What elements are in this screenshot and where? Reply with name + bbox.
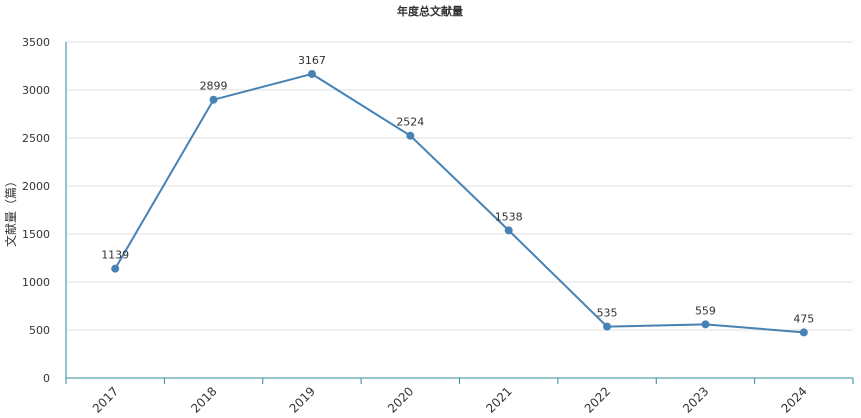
x-tick-label: 2021: [483, 384, 514, 415]
x-tick-label: 2024: [778, 384, 809, 415]
y-tick-label: 3000: [22, 84, 50, 97]
data-point[interactable]: [504, 226, 513, 235]
y-tick-label: 3500: [22, 36, 50, 49]
data-label: 559: [695, 304, 716, 317]
y-tick-label: 2500: [22, 132, 50, 145]
x-tick-label: 2017: [90, 384, 121, 415]
chart-title: 年度总文献量: [397, 4, 463, 18]
data-point[interactable]: [603, 322, 612, 331]
data-label: 2899: [200, 80, 228, 93]
data-point[interactable]: [406, 131, 415, 140]
data-point[interactable]: [111, 264, 120, 273]
data-label: 475: [793, 312, 814, 325]
x-tick-label: 2022: [582, 384, 613, 415]
data-label: 2524: [396, 116, 424, 129]
axes: [65, 42, 854, 384]
y-tick-label: 2000: [22, 180, 50, 193]
x-tick-label: 2023: [680, 384, 711, 415]
data-label: 535: [597, 307, 618, 320]
data-label: 1538: [495, 210, 523, 223]
grid-lines: [66, 41, 853, 331]
x-tick-labels: 2017 2018 2019 2020 2021 2022 2023 2024: [90, 384, 810, 415]
data-point[interactable]: [799, 328, 808, 337]
data-labels: 1139 2899 3167 2524 1538 535 559 475: [101, 54, 814, 325]
y-tick-labels: 0 500 1000 1500 2000 2500 3000 3500: [22, 36, 50, 385]
y-tick-label: 1000: [22, 276, 50, 289]
data-label: 1139: [101, 249, 129, 262]
y-tick-label: 500: [29, 324, 50, 337]
y-tick-label: 0: [43, 372, 50, 385]
x-tick-label: 2020: [385, 384, 416, 415]
y-axis-label: 文献量（篇）: [3, 175, 18, 247]
data-point[interactable]: [701, 320, 710, 329]
series-layer: [111, 69, 808, 337]
data-label: 3167: [298, 54, 326, 67]
data-point[interactable]: [307, 69, 316, 78]
data-point[interactable]: [209, 95, 218, 104]
series-line: [114, 72, 804, 334]
x-tick-label: 2019: [287, 384, 318, 415]
y-tick-label: 1500: [22, 228, 50, 241]
x-tick-label: 2018: [188, 384, 219, 415]
